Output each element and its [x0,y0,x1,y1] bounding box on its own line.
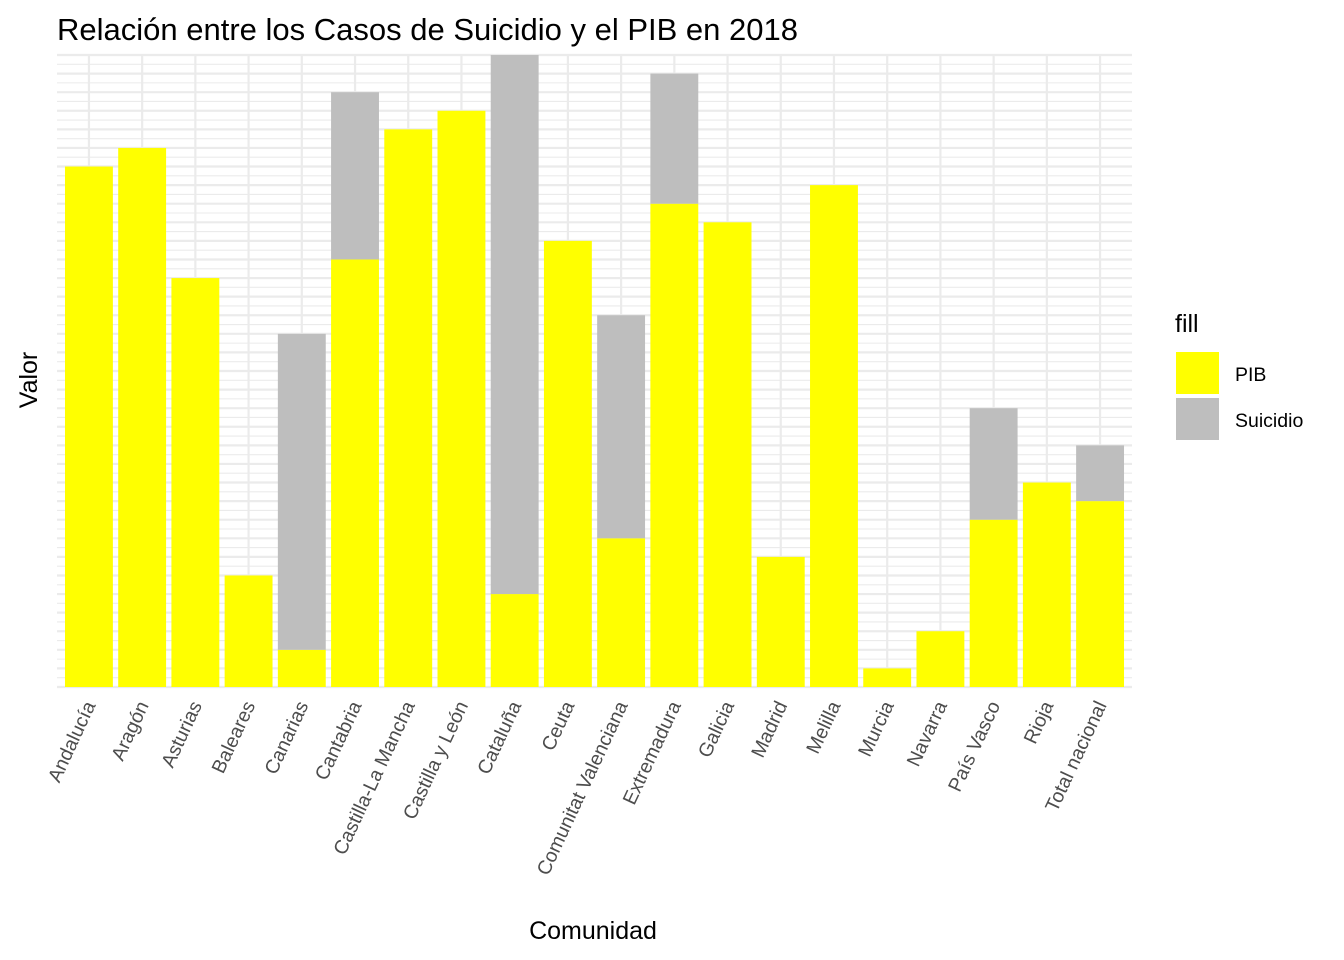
bar-pib-20 [1076,501,1125,687]
x-tick-label: País Vasco [944,698,1005,796]
legend: fill PIB Suicidio [1175,310,1303,440]
bar-pib-6 [331,259,379,687]
bar-pib-15 [810,185,858,687]
bar-pib-1 [64,166,113,687]
bar-pib-9 [490,594,539,687]
x-tick-label: Melilla [802,698,845,758]
y-axis-title: Valor [15,352,43,409]
x-axis-title: Comunidad [529,917,657,945]
bar-pib-12 [650,203,699,688]
x-tick-label: Andalucía [44,698,101,786]
x-tick-label: Cantabria [311,698,367,784]
bars [64,55,1125,688]
bar-pib-2 [118,147,167,688]
bar-pib-13 [703,222,752,687]
x-tick-label: Navarra [903,698,952,770]
x-tick-labels: Andalucía Aragón Asturias Baleares CanariasC… [44,698,1112,879]
x-tick-label: Canarias [260,698,313,778]
x-tick-label: Baleares [208,698,261,777]
bar-pib-16 [863,668,912,687]
legend-label-suicidio: Suicidio [1235,410,1303,432]
bar-suicidio-9 [490,55,539,595]
bar-suicidio-5 [277,333,326,650]
x-tick-label: Galicia [694,698,739,761]
bar-suicidio-6 [331,92,379,260]
x-tick-label: Cataluña [473,698,526,778]
bar-suicidio-11 [597,315,646,539]
bar-pib-10 [543,240,592,687]
bar-pib-3 [171,278,220,687]
x-tick-label: Asturias [157,698,207,771]
bar-suicidio-12 [650,73,699,204]
bar-pib-19 [1022,482,1071,687]
legend-label-pib: PIB [1235,364,1266,386]
bar-pib-18 [969,519,1018,687]
bar-pib-5 [277,649,326,687]
x-tick-label: Rioja [1020,698,1059,748]
bar-pib-4 [224,575,273,687]
legend-title: fill [1175,310,1199,338]
x-tick-label: Madrid [747,698,792,761]
bar-suicidio-20 [1076,445,1125,502]
bar-pib-14 [756,556,805,687]
bar-pib-7 [384,129,433,688]
x-tick-label: Murcia [854,698,899,760]
x-tick-label: Aragón [107,698,154,764]
bar-suicidio-18 [969,408,1018,520]
legend-swatch-pib [1176,352,1219,394]
bar-pib-11 [597,538,646,687]
x-tick-label: Ceuta [537,698,579,755]
legend-swatch-suicidio [1176,398,1219,440]
bar-pib-17 [916,631,965,687]
chart-title: Relación entre los Casos de Suicidio y e… [57,12,798,47]
bar-pib-8 [437,110,486,687]
